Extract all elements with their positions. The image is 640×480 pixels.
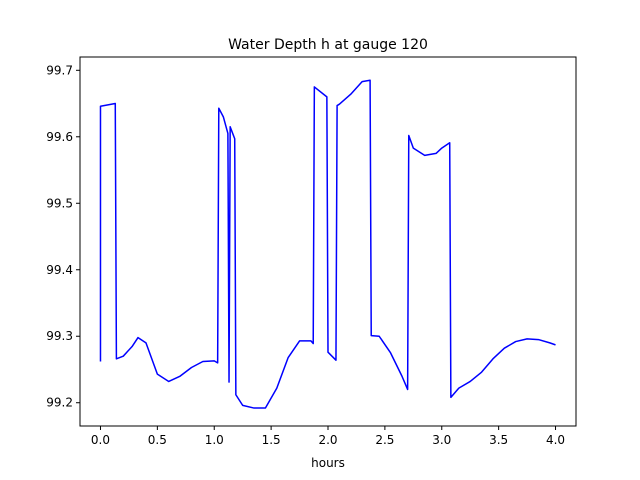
x-axis-ticks: 0.0 0.5 1.0 1.5 2.0 2.5 3.0 3.5 4.0 [91, 426, 565, 447]
x-tick-label: 3.0 [432, 433, 451, 447]
y-tick-label: 99.4 [46, 263, 73, 277]
y-axis-ticks: 99.2 99.3 99.4 99.5 99.6 99.7 [46, 63, 80, 410]
x-tick-label: 2.0 [318, 433, 337, 447]
x-tick-label: 4.0 [546, 433, 565, 447]
chart-title: Water Depth h at gauge 120 [228, 37, 428, 53]
x-tick-label: 1.5 [262, 433, 281, 447]
series-line-0 [99, 79, 556, 409]
y-tick-label: 99.7 [46, 63, 73, 77]
x-axis-label: hours [311, 456, 345, 470]
plot-series [99, 79, 556, 409]
x-tick-label: 1.0 [205, 433, 224, 447]
y-tick-label: 99.2 [46, 396, 73, 410]
x-tick-label: 2.5 [375, 433, 394, 447]
y-tick-label: 99.6 [46, 130, 73, 144]
x-tick-label: 3.5 [489, 433, 508, 447]
y-tick-label: 99.5 [46, 196, 73, 210]
x-tick-label: 0.0 [91, 433, 110, 447]
plot-frame [79, 56, 577, 427]
y-tick-label: 99.3 [46, 329, 73, 343]
x-tick-label: 0.5 [148, 433, 167, 447]
